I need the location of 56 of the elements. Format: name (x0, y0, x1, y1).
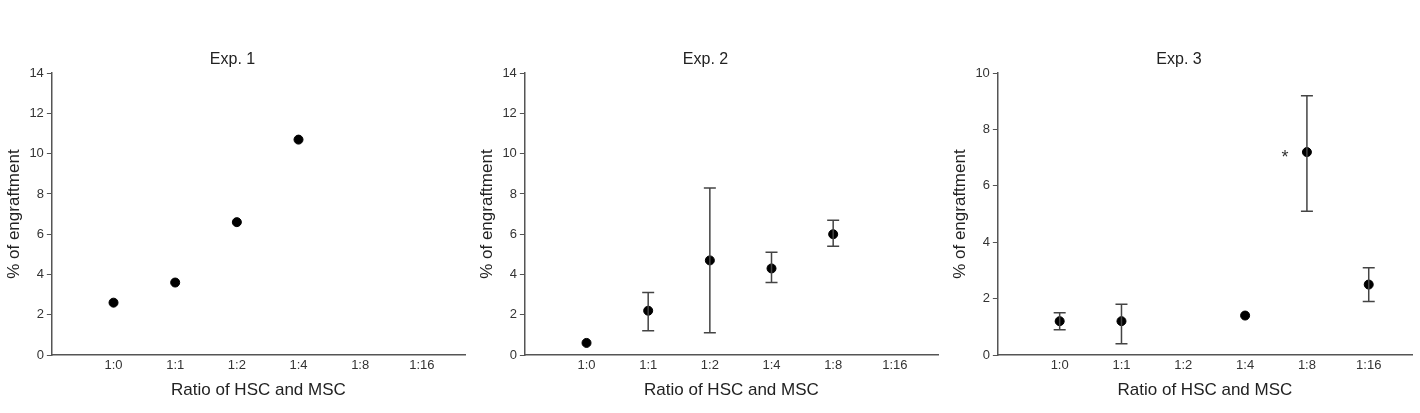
y-tick-label: 10 (975, 64, 990, 80)
y-axis-title: % of engraftment (949, 149, 969, 279)
point (1240, 310, 1251, 321)
y-tick-label: 12 (502, 105, 517, 121)
x-tick-label: 1:8 (824, 357, 843, 373)
point (293, 134, 304, 145)
x-tick-label: 1:16 (882, 357, 908, 373)
y-tick-label: 4 (509, 266, 517, 282)
x-tick-label: 1:2 (227, 357, 246, 373)
chart-title: Exp. 1 (209, 50, 256, 68)
y-tick-label: 8 (982, 121, 990, 137)
y-tick-label: 0 (982, 346, 990, 362)
x-tick-label: 1:4 (1236, 357, 1255, 373)
y-tick-label: 12 (29, 105, 44, 121)
x-tick-label: 1:16 (1356, 357, 1382, 373)
x-tick-label: 1:1 (166, 357, 185, 373)
x-tick-label: 1:4 (289, 357, 308, 373)
y-tick-label: 10 (29, 145, 44, 161)
x-tick-label: 1:16 (409, 357, 435, 373)
x-tick-label: 1:4 (762, 357, 781, 373)
point (581, 337, 592, 348)
chart-title: Exp. 3 (1156, 50, 1202, 68)
y-tick-label: 2 (36, 306, 44, 322)
y-tick-label: 2 (982, 290, 990, 306)
y-tick-label: 14 (29, 64, 44, 80)
point (170, 277, 181, 288)
y-tick-label: 0 (36, 346, 44, 362)
x-axis-title: Ratio of HSC and MSC (171, 380, 346, 400)
x-tick-label: 1:0 (577, 357, 596, 373)
y-tick-label: 4 (36, 266, 44, 282)
x-tick-label: 1:8 (1297, 357, 1316, 373)
annotation: * (1281, 146, 1289, 167)
x-tick-label: 1:0 (1050, 357, 1069, 373)
x-axis-title: Ratio of HSC and MSC (644, 380, 819, 400)
point (231, 217, 242, 228)
y-tick-label: 6 (509, 225, 517, 241)
x-tick-label: 1:2 (1174, 357, 1193, 373)
chart-title: Exp. 2 (682, 50, 729, 68)
y-tick-label: 10 (502, 145, 517, 161)
x-tick-label: 1:1 (1112, 357, 1131, 373)
x-tick-label: 1:2 (700, 357, 719, 373)
y-tick-label: 0 (509, 346, 517, 362)
y-tick-label: 6 (982, 177, 990, 193)
x-tick-label: 1:0 (104, 357, 123, 373)
x-axis-title: Ratio of HSC and MSC (1117, 380, 1293, 400)
y-tick-label: 4 (982, 233, 990, 249)
y-tick-label: 2 (509, 306, 517, 322)
x-tick-label: 1:1 (639, 357, 658, 373)
y-axis-title: % of engraftment (3, 149, 23, 279)
y-tick-label: 6 (36, 225, 44, 241)
y-axis-title: % of engraftment (476, 149, 496, 279)
x-tick-label: 1:8 (351, 357, 370, 373)
y-tick-label: 14 (502, 64, 517, 80)
y-tick-label: 8 (36, 185, 44, 201)
y-tick-label: 8 (509, 185, 517, 201)
point (108, 297, 119, 308)
